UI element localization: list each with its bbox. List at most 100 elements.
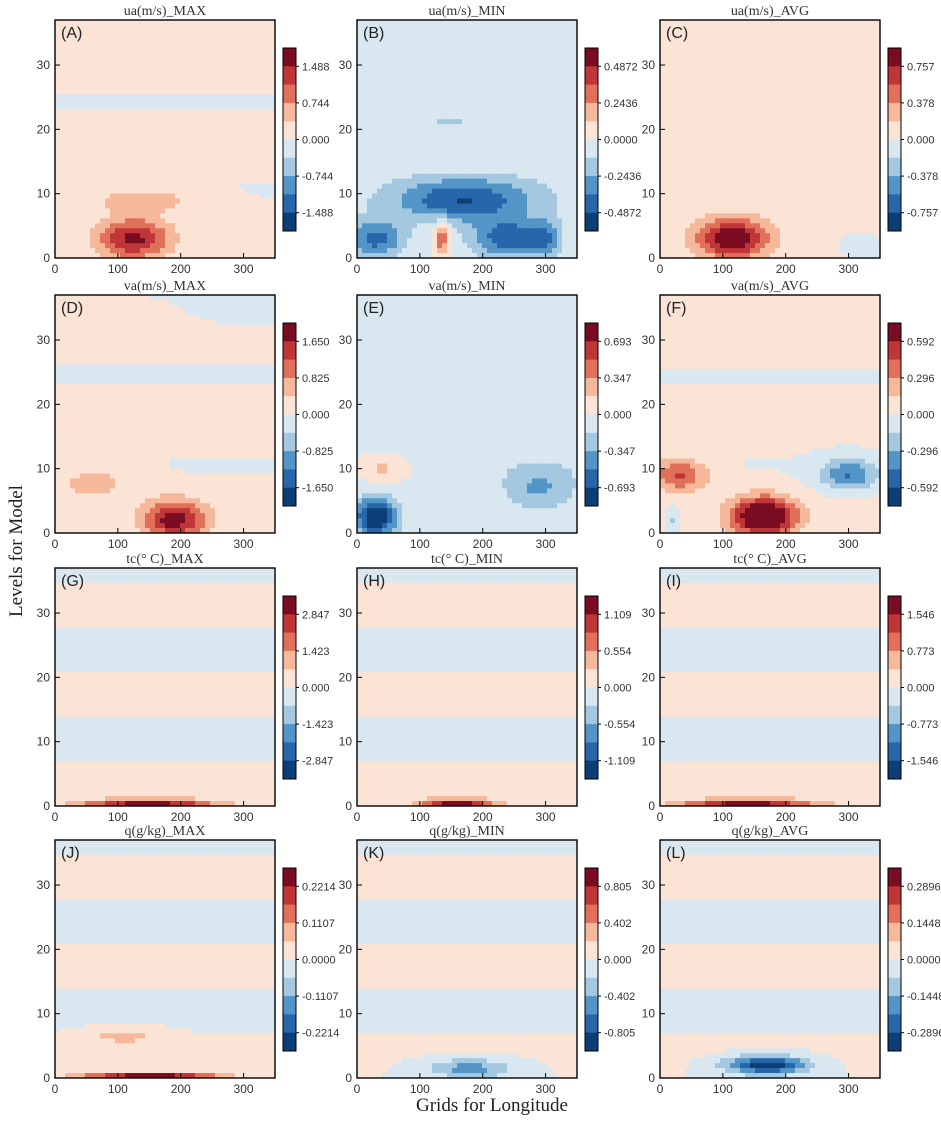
heatmap-cell: [165, 109, 171, 115]
heatmap-cell: [562, 248, 568, 254]
heatmap-cell: [90, 20, 96, 26]
heatmap-cell: [125, 119, 131, 125]
heatmap-cell: [135, 54, 141, 61]
heatmap-cell: [432, 158, 438, 165]
heatmap-cell: [537, 109, 543, 115]
heatmap-cell: [245, 54, 251, 61]
heatmap-cell: [190, 129, 196, 135]
heatmap-cell: [382, 208, 388, 214]
heatmap-cell: [482, 74, 488, 81]
heatmap-cell: [200, 104, 206, 110]
heatmap-cell: [225, 163, 231, 170]
heatmap-cell: [357, 208, 363, 214]
heatmap-cell: [437, 143, 443, 150]
heatmap-cell: [235, 228, 241, 234]
heatmap-cell: [55, 59, 61, 66]
heatmap-cell: [387, 69, 393, 76]
heatmap-cell: [665, 69, 671, 76]
heatmap-cell: [200, 34, 206, 41]
heatmap-cell: [80, 168, 86, 175]
heatmap-cell: [785, 79, 791, 86]
heatmap-cell: [720, 44, 726, 51]
heatmap-cell: [125, 34, 131, 41]
heatmap-cell: [497, 94, 503, 100]
heatmap-cell: [180, 94, 186, 100]
heatmap-cell: [367, 49, 373, 56]
heatmap-cell: [397, 109, 403, 115]
heatmap-cell: [512, 134, 518, 140]
heatmap-cell: [397, 89, 403, 95]
colorbar-segment: [283, 66, 296, 85]
heatmap-cell: [155, 119, 161, 125]
heatmap-cell: [402, 198, 408, 205]
heatmap-cell: [125, 84, 131, 91]
heatmap-cell: [185, 168, 191, 175]
heatmap-cell: [407, 253, 413, 258]
heatmap-cell: [542, 153, 548, 160]
heatmap-cell: [255, 233, 261, 239]
heatmap-cell: [542, 193, 548, 200]
heatmap-cell: [220, 148, 226, 155]
heatmap-cell: [562, 59, 568, 66]
heatmap-cell: [205, 134, 211, 140]
heatmap-cell: [487, 69, 493, 76]
heatmap-cell: [562, 139, 568, 145]
heatmap-cell: [552, 213, 558, 219]
heatmap-cell: [377, 233, 383, 239]
heatmap-cell: [452, 20, 458, 26]
heatmap-cell: [85, 223, 91, 229]
heatmap-cell: [180, 119, 186, 125]
heatmap-cell: [572, 178, 577, 185]
heatmap-cell: [115, 124, 121, 130]
heatmap-cell: [422, 213, 428, 219]
heatmap-cell: [477, 24, 483, 31]
heatmap-cell: [750, 24, 756, 31]
heatmap-cell: [572, 253, 577, 258]
heatmap-cell: [85, 109, 91, 115]
heatmap-cell: [547, 253, 553, 258]
heatmap-cell: [170, 84, 176, 91]
heatmap-cell: [850, 59, 856, 66]
heatmap-cell: [357, 143, 363, 150]
heatmap-cell: [130, 193, 136, 200]
heatmap-cell: [740, 64, 746, 71]
heatmap-cell: [165, 89, 171, 95]
heatmap-cell: [527, 213, 533, 219]
heatmap-cell: [412, 104, 418, 110]
heatmap-cell: [572, 203, 577, 210]
heatmap-cell: [785, 94, 791, 100]
x-tick-label: 100: [410, 262, 430, 276]
heatmap-cell: [155, 44, 161, 51]
heatmap-cell: [412, 24, 418, 31]
heatmap-cell: [205, 213, 211, 219]
heatmap-cell: [855, 20, 861, 26]
heatmap-cell: [795, 34, 801, 41]
heatmap-cell: [432, 34, 438, 41]
heatmap-cell: [497, 238, 503, 244]
heatmap-cell: [210, 134, 216, 140]
heatmap-cell: [125, 134, 131, 140]
heatmap-cell: [800, 89, 806, 95]
heatmap-cell: [130, 173, 136, 180]
heatmap-cell: [240, 143, 246, 150]
heatmap-cell: [467, 24, 473, 31]
heatmap-cell: [462, 89, 468, 95]
heatmap-cell: [750, 54, 756, 61]
heatmap-cell: [572, 129, 577, 135]
heatmap-cell: [65, 198, 71, 205]
heatmap-cell: [497, 104, 503, 110]
heatmap-cell: [95, 178, 101, 185]
heatmap-cell: [190, 248, 196, 254]
heatmap-cell: [110, 124, 116, 130]
heatmap-cell: [765, 20, 771, 26]
heatmap-cell: [477, 129, 483, 135]
heatmap-cell: [750, 29, 756, 36]
heatmap-cell: [572, 183, 577, 190]
heatmap-cell: [125, 20, 131, 26]
heatmap-cell: [65, 193, 71, 200]
heatmap-cell: [705, 24, 711, 31]
heatmap-cell: [387, 153, 393, 160]
heatmap-cell: [397, 119, 403, 125]
heatmap-cell: [417, 24, 423, 31]
heatmap-cell: [230, 193, 236, 200]
